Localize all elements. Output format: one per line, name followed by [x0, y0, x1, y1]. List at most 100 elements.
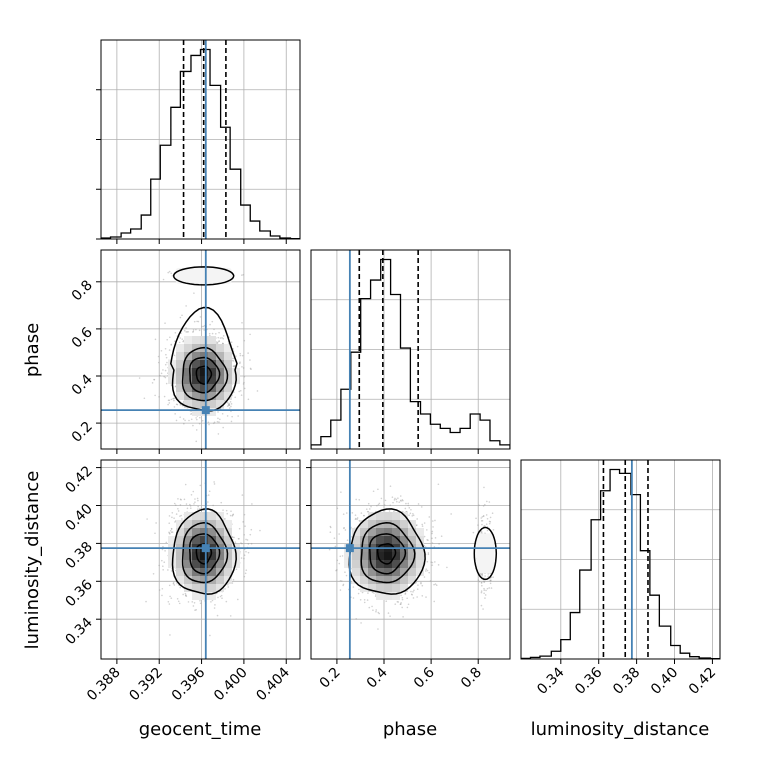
sample-point — [425, 568, 428, 571]
sample-point — [367, 592, 369, 594]
sample-point — [240, 542, 242, 544]
sample-point — [192, 605, 195, 607]
sample-point — [481, 574, 483, 577]
sample-point — [161, 587, 164, 590]
sample-point — [486, 529, 489, 532]
sample-point — [199, 602, 202, 605]
sample-point — [164, 376, 167, 379]
sample-point — [201, 325, 203, 328]
density-cell — [200, 376, 208, 384]
sample-point — [192, 490, 195, 493]
sample-point — [421, 525, 424, 527]
y-tick-label: 0.40 — [62, 501, 95, 534]
sample-point — [213, 483, 216, 485]
density-cell — [192, 392, 200, 400]
sample-point — [184, 483, 187, 486]
density-cell — [400, 528, 408, 536]
density-cell — [416, 528, 424, 536]
sample-point — [173, 584, 176, 586]
sample-point — [231, 415, 233, 418]
density-cell — [476, 533, 495, 574]
sample-point — [394, 497, 396, 500]
sample-point — [243, 339, 246, 342]
y-tick-label: 0.34 — [62, 615, 95, 648]
density-cell — [192, 336, 200, 344]
sample-point — [431, 561, 434, 564]
sample-point — [480, 532, 482, 534]
density-cell — [184, 360, 192, 368]
density-cell — [368, 528, 376, 536]
sample-point — [181, 338, 184, 340]
density-cell — [208, 360, 216, 368]
sample-point — [388, 510, 391, 512]
sample-point — [434, 537, 437, 539]
sample-point — [360, 512, 363, 514]
sample-point — [423, 535, 426, 538]
sample-point — [179, 316, 182, 319]
sample-point — [219, 337, 222, 339]
density-cell — [376, 536, 384, 544]
density-cell — [352, 576, 360, 584]
sample-point — [229, 615, 232, 617]
sample-point — [404, 592, 407, 594]
sample-point — [241, 322, 243, 324]
x-tick-label: 0.2 — [317, 665, 344, 692]
sample-point — [481, 573, 484, 575]
density-cell — [200, 360, 208, 368]
sample-point — [396, 500, 398, 503]
sample-point — [216, 614, 219, 617]
sample-point — [216, 420, 219, 423]
sample-point — [358, 519, 361, 522]
sample-point — [355, 618, 358, 620]
sample-point — [407, 504, 409, 507]
sample-point — [179, 515, 181, 517]
sample-point — [219, 418, 221, 421]
sample-point — [343, 527, 345, 530]
density-cell — [224, 376, 232, 384]
sample-point — [490, 576, 493, 579]
sample-point — [363, 514, 365, 517]
sample-point — [399, 495, 402, 497]
sample-point — [165, 541, 168, 544]
sample-point — [186, 331, 189, 333]
density-cell — [192, 592, 200, 600]
contour-line — [195, 365, 213, 385]
sample-point — [232, 578, 235, 581]
sample-point — [480, 591, 483, 594]
sample-point — [190, 493, 193, 496]
sample-point — [480, 573, 483, 575]
sample-point — [329, 526, 332, 529]
sample-point — [417, 584, 419, 586]
density-cell — [216, 560, 224, 568]
density-cell — [184, 584, 192, 592]
sample-point — [339, 589, 342, 591]
sample-point — [227, 586, 230, 588]
density-cell — [200, 352, 208, 360]
sample-point — [153, 378, 156, 381]
sample-point — [218, 340, 221, 342]
density-cell — [360, 560, 368, 568]
sample-point — [196, 320, 198, 323]
sample-point — [489, 579, 492, 582]
density-cell — [168, 368, 176, 376]
sample-point — [482, 525, 485, 528]
density-cell — [176, 536, 184, 544]
sample-point — [221, 336, 223, 339]
sample-point — [167, 399, 170, 402]
sample-point — [485, 514, 488, 516]
density-cell — [408, 528, 416, 536]
sample-point — [345, 512, 348, 514]
sample-point — [421, 595, 424, 597]
contour-line — [181, 522, 229, 584]
sample-point — [434, 519, 436, 522]
sample-point — [230, 403, 233, 405]
sample-point — [416, 518, 418, 520]
sample-point — [173, 502, 176, 505]
density-cell — [224, 344, 232, 352]
x-tick-label: 0.42 — [686, 665, 719, 698]
sample-point — [247, 551, 250, 554]
sample-point — [230, 405, 232, 408]
density-cell — [344, 552, 352, 560]
sample-point — [483, 587, 485, 590]
sample-point — [446, 566, 448, 569]
